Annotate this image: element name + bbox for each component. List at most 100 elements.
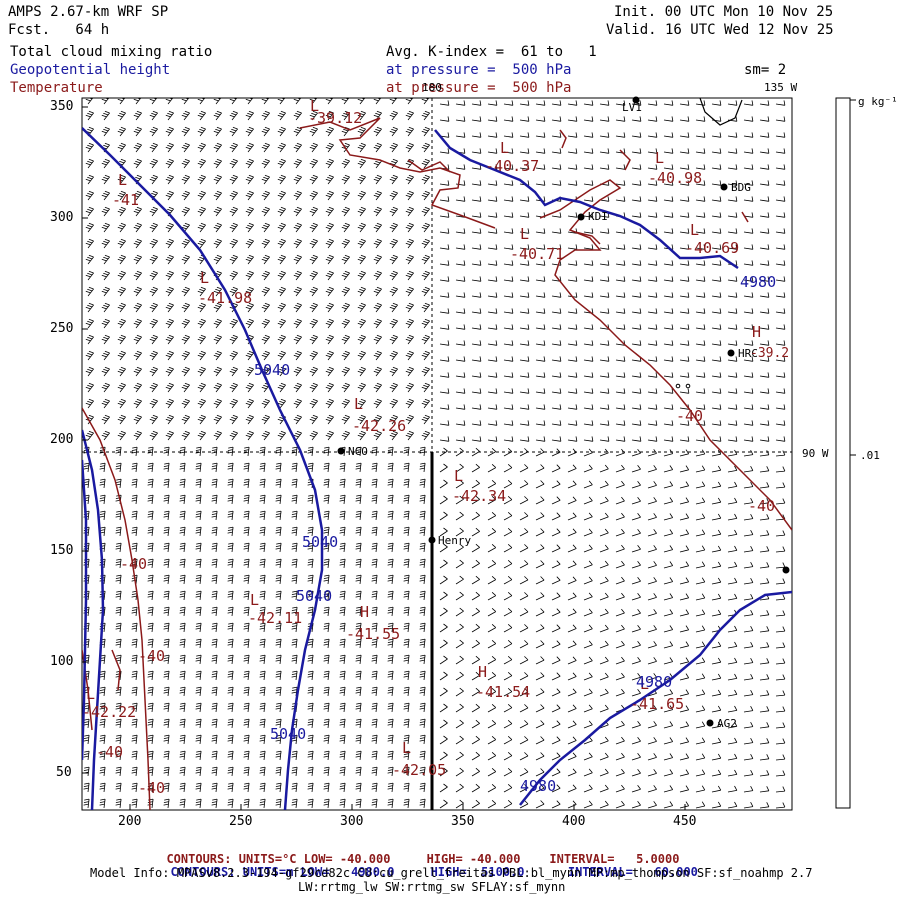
temperature-contours (82, 117, 792, 810)
extremum-symbol: L (310, 97, 320, 115)
height-contour-label: 5040 (296, 587, 333, 605)
extremum-symbol: L (86, 685, 96, 703)
k-index-range: Avg. K-index = 61 to 1 (386, 44, 597, 60)
y-tick-350: 350 (50, 99, 74, 114)
extremum-symbol: L (640, 675, 650, 693)
field-temp-label: Temperature (10, 80, 103, 96)
cloud-marker (685, 383, 691, 389)
height-contours (82, 127, 792, 810)
temp-contour-label: -40 (676, 407, 704, 425)
temp-pressure-level: at pressure = 500 hPa (386, 80, 572, 96)
extremum-symbol: L (454, 467, 464, 485)
extremum-value: -42.05 (392, 761, 447, 779)
plot-frame (81, 97, 793, 811)
y-tick-150: 150 (50, 543, 74, 558)
station-kdi: KDI (588, 210, 608, 223)
extremum-value: -42.34 (452, 487, 507, 505)
extremum-value: -41.98 (198, 289, 253, 307)
extremum-symbol: H (478, 663, 488, 681)
extremum-symbol: L (500, 139, 510, 157)
height-pressure-level: at pressure = 500 hPa (386, 62, 572, 78)
model-info-physics: LW:rrtmg_lw SW:rrtmg_sw SFLAY:sf_mynn (298, 880, 566, 894)
model-info: Model Info: MPASv8.2.3-194-gf29cd82c CU:… (90, 866, 813, 880)
extremum-value: -41.54 (476, 683, 531, 701)
x-tick-250: 250 (229, 814, 253, 829)
colorbar-unit: g kg⁻¹ (858, 95, 898, 108)
x-tick-400: 400 (562, 814, 586, 829)
y-tick-250: 250 (50, 321, 74, 336)
height-contour-info: CONTOURS: UNITS=m LOW= 4980.0 HIGH= 5100… (170, 865, 698, 879)
extremum-symbol: L (520, 225, 530, 243)
station-dot-bdg (720, 183, 728, 191)
station-dot-kdi (577, 213, 585, 221)
station-dot-henry (428, 536, 436, 544)
y-tick-200: 200 (50, 432, 74, 447)
extremum-symbol: L (200, 269, 210, 287)
init-time: Init. 00 UTC Mon 10 Nov 25 (614, 4, 834, 20)
station-dot-lv1 (632, 96, 640, 104)
height-contour-label: 4980 (740, 273, 777, 291)
station-dot-extra (782, 566, 790, 574)
coastline (699, 98, 743, 126)
temp-contour-label: -40 (138, 779, 166, 797)
forecast-hour: Fcst. 64 h (8, 22, 110, 38)
meridian-135w-label: 135 W (764, 81, 798, 94)
extremum-value: -42.11 (248, 609, 303, 627)
station-ag2: AG2 (717, 717, 737, 730)
model-title: AMPS 2.67-km WRF SP (8, 4, 169, 20)
wind-barbs (83, 98, 786, 809)
temp-contour-label: -40 (138, 647, 166, 665)
extremum-value: -41.65 (630, 695, 685, 713)
cloud-marker (675, 383, 681, 389)
x-tick-350: 350 (451, 814, 475, 829)
x-tick-200: 200 (118, 814, 142, 829)
x-tick-300: 300 (340, 814, 364, 829)
meridian-180-label: 180 (422, 81, 442, 94)
station-hrc: HRC (738, 347, 758, 360)
extremum-symbol: L (118, 171, 128, 189)
station-henry: Henry (438, 534, 472, 547)
station-bdg: BDG (731, 181, 751, 194)
colorbar (835, 97, 851, 809)
wind-barb-field (83, 98, 786, 809)
station-nco: NCO (348, 445, 368, 458)
height-contour-label: 5040 (270, 725, 307, 743)
temp-contour-label: -40 (748, 497, 776, 515)
height-contour-label: 4980 (520, 777, 557, 795)
colorbar-value: .01 (860, 449, 880, 462)
extremum-symbol: L (690, 221, 700, 239)
valid-time: Valid. 16 UTC Wed 12 Nov 25 (606, 22, 834, 38)
temp-contour-label: -40 (96, 743, 124, 761)
station-dot-hrc (727, 349, 735, 357)
extremum-symbol: H (360, 603, 370, 621)
station-markers (337, 96, 790, 727)
y-tick-50: 50 (56, 765, 72, 780)
extremum-symbol: H (752, 323, 762, 341)
station-lv1: LV1 (622, 101, 642, 114)
temp-contour-info: CONTOURS: UNITS=°C LOW= -40.000 HIGH= -4… (166, 852, 680, 866)
extremum-symbol: L (655, 149, 665, 167)
axis-ticks (82, 106, 686, 810)
height-contour-label: 4980 (636, 673, 673, 691)
x-tick-450: 450 (673, 814, 697, 829)
height-contour-label: 5040 (302, 533, 339, 551)
extremum-value: -40.98 (648, 169, 703, 187)
extremum-value: -40.71 (510, 245, 565, 263)
field-cloud-label: Total cloud mixing ratio (10, 44, 213, 60)
extremum-value: -41.55 (346, 625, 401, 643)
extremum-symbol: L (354, 395, 364, 413)
extremum-value: -42.22 (82, 703, 137, 721)
height-contour-label: 5040 (254, 361, 291, 379)
extremum-value: -41 (112, 191, 140, 209)
y-tick-300: 300 (50, 210, 74, 225)
extremum-value: -42.26 (352, 417, 407, 435)
extremum-symbol: L (402, 739, 412, 757)
extremum-value: -39.2 (750, 346, 790, 361)
smoothing-value: sm= 2 (744, 62, 787, 78)
extremum-value: -40.69 (685, 239, 740, 257)
extremum-value: -39.12 (308, 109, 363, 127)
extremum-symbol: L (250, 591, 260, 609)
station-dot-ag2 (706, 719, 714, 727)
meridian-90w-label: 90 W (802, 447, 829, 460)
